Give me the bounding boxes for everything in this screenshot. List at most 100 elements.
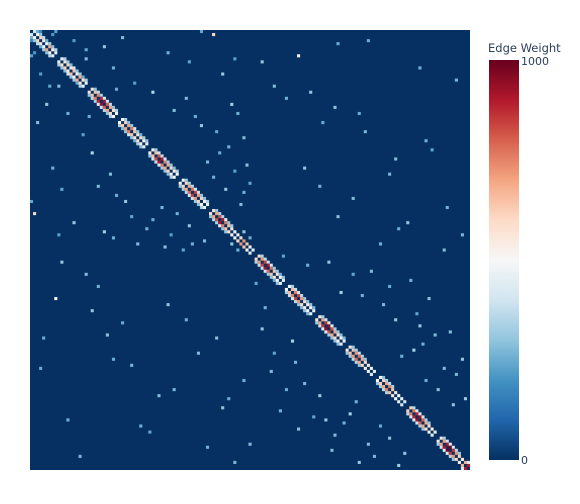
heatmap-cell xyxy=(366,442,370,446)
heatmap-cell xyxy=(351,272,355,276)
heatmap-cell xyxy=(454,78,458,82)
heatmap-cell xyxy=(75,78,79,82)
heatmap-cell xyxy=(130,133,134,137)
heatmap-cell xyxy=(263,257,267,261)
heatmap-cell xyxy=(221,215,225,219)
heatmap-cell xyxy=(236,111,240,116)
heatmap-cell xyxy=(336,342,340,346)
heatmap-cell xyxy=(266,263,270,267)
heatmap-cell xyxy=(275,278,279,282)
heatmap-cell xyxy=(260,327,264,331)
heatmap-cell xyxy=(457,460,461,464)
heatmap-cell xyxy=(442,448,446,452)
heatmap-cell xyxy=(90,87,94,91)
heatmap-cell xyxy=(151,157,155,161)
heatmap-cell xyxy=(321,121,325,125)
heatmap-cell xyxy=(136,242,140,246)
heatmap-cell xyxy=(60,260,64,264)
heatmap-cell xyxy=(412,415,416,419)
heatmap-cell xyxy=(154,148,158,152)
heatmap-cell xyxy=(297,290,301,295)
heatmap-cell xyxy=(357,363,361,367)
heatmap-cell xyxy=(348,354,352,358)
heatmap-cell xyxy=(318,321,322,325)
heatmap-cell xyxy=(403,451,407,455)
heatmap-cell xyxy=(187,190,191,194)
heatmap-cell xyxy=(333,339,337,343)
heatmap-cell xyxy=(300,294,304,298)
heatmap-cell xyxy=(212,209,216,213)
heatmap-cell xyxy=(318,394,322,398)
heatmap-cell xyxy=(42,39,46,43)
heatmap-cell xyxy=(172,388,176,392)
heatmap-cell xyxy=(348,351,352,355)
heatmap-cell xyxy=(460,466,464,471)
heatmap-cell xyxy=(369,372,373,376)
heatmap-cell xyxy=(30,39,34,43)
heatmap-cell xyxy=(45,48,49,52)
heatmap-cell xyxy=(90,309,94,313)
heatmap-cell xyxy=(375,378,380,383)
heatmap-cell xyxy=(366,39,370,43)
heatmap-cell xyxy=(221,227,225,231)
heatmap-cell xyxy=(151,90,155,94)
heatmap-cell xyxy=(63,57,67,61)
heatmap-cell xyxy=(290,284,295,288)
heatmap-cell xyxy=(39,33,43,37)
heatmap-cell xyxy=(248,181,252,185)
heatmap-cell xyxy=(294,287,298,292)
heatmap-cell xyxy=(357,360,361,364)
heatmap-cell xyxy=(202,206,207,210)
heatmap-cell xyxy=(124,118,128,122)
heatmap-cell xyxy=(445,442,449,446)
heatmap-cell xyxy=(127,133,131,137)
heatmap-cell xyxy=(427,421,431,425)
heatmap-cell xyxy=(45,51,49,55)
heatmap-cell xyxy=(397,463,401,468)
heatmap-cell xyxy=(445,448,449,452)
heatmap-cell xyxy=(84,57,88,61)
heatmap-cell xyxy=(54,297,58,301)
heatmap-cell xyxy=(278,409,282,413)
heatmap-cell xyxy=(66,60,70,64)
heatmap-cell xyxy=(248,236,252,240)
heatmap-cell xyxy=(72,75,76,79)
heatmap-cell xyxy=(439,442,443,446)
heatmap-cell xyxy=(96,284,100,288)
heatmap-cell xyxy=(266,260,270,264)
heatmap-cell xyxy=(400,397,404,401)
heatmap-cell xyxy=(90,151,94,155)
heatmap-cell xyxy=(239,236,243,240)
heatmap-cell xyxy=(160,154,164,158)
heatmap-cell xyxy=(427,430,431,434)
heatmap-cell xyxy=(215,221,219,225)
heatmap-cell xyxy=(151,218,155,222)
heatmap-cell xyxy=(415,421,419,425)
heatmap-cell xyxy=(357,111,361,116)
heatmap-cell xyxy=(239,202,243,207)
heatmap-cell xyxy=(269,272,273,276)
heatmap-cell xyxy=(415,312,419,316)
heatmap-cell xyxy=(190,242,194,246)
heatmap-cell xyxy=(157,151,161,155)
heatmap-cell xyxy=(209,215,213,219)
heatmap-cell xyxy=(172,169,176,173)
heatmap-cell xyxy=(394,391,398,395)
heatmap-cell xyxy=(345,351,349,355)
heatmap-cell xyxy=(409,406,413,410)
heatmap-cell xyxy=(114,87,119,91)
heatmap-cell xyxy=(263,266,267,270)
heatmap-cell xyxy=(202,199,207,204)
heatmap-cell xyxy=(333,327,337,331)
heatmap-cell xyxy=(160,166,164,170)
heatmap-cell xyxy=(351,196,355,200)
heatmap-cell xyxy=(406,409,410,413)
heatmap-cell xyxy=(412,418,416,422)
heatmap-cell xyxy=(385,388,389,392)
heatmap-cell xyxy=(360,357,364,361)
heatmap-cell xyxy=(48,84,52,88)
heatmap-cell xyxy=(51,48,55,52)
heatmap-cell xyxy=(57,63,61,67)
heatmap-cell xyxy=(108,102,112,106)
heatmap-cell xyxy=(454,457,458,461)
